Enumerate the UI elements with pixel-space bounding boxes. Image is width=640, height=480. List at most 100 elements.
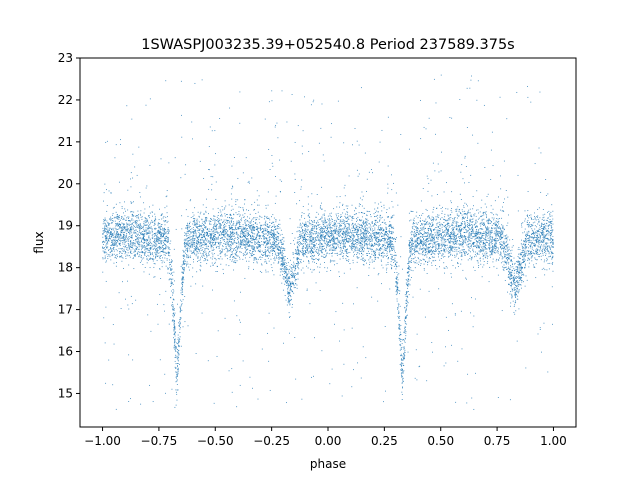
data-point [543,216,545,218]
data-point [281,180,283,182]
data-point [429,236,431,238]
data-point [419,220,421,222]
data-point [311,232,313,234]
data-point [459,193,461,195]
data-point [127,228,129,230]
data-point [289,332,290,334]
data-point [190,231,192,233]
data-point [148,236,150,238]
data-point [340,225,342,227]
data-point [306,242,308,243]
data-point [514,293,516,295]
data-point [524,246,526,248]
data-point [184,296,186,297]
data-point [424,224,426,226]
data-point [466,87,468,89]
data-point [181,277,183,279]
data-point [307,247,309,249]
data-point [462,243,464,245]
data-point [243,253,245,255]
data-point [388,230,390,231]
data-point [254,208,255,210]
data-point [366,246,368,248]
data-point [335,246,337,248]
data-point [162,213,164,215]
data-point [517,271,519,273]
data-point [366,214,368,216]
data-point [428,260,430,262]
data-point [281,246,283,248]
data-point [506,258,508,259]
data-point [537,230,539,232]
data-point [524,243,526,245]
data-point [449,252,451,254]
data-point [431,256,433,258]
data-point [135,235,136,237]
data-point [238,240,240,242]
data-point [466,402,468,404]
data-point [537,218,539,220]
data-point [124,237,126,239]
data-point [238,211,240,213]
data-point [389,249,390,251]
data-point [186,244,187,246]
data-point [479,243,481,245]
data-point [523,258,525,260]
data-point [368,275,370,276]
data-point [198,260,200,261]
data-point [146,244,148,246]
data-point [470,259,472,261]
data-point [488,281,490,283]
data-point [236,255,238,257]
data-point [309,234,311,235]
data-point [512,300,514,302]
data-point [408,294,410,296]
data-point [382,221,384,223]
data-point [282,258,284,260]
data-point [335,224,337,226]
data-point [157,230,159,232]
data-point [121,255,123,257]
data-point [269,169,271,170]
data-point [177,350,179,352]
data-point [402,346,404,348]
data-point [331,227,332,229]
data-point [448,235,450,236]
data-point [346,240,347,242]
data-point [343,227,345,229]
data-point [185,227,187,229]
data-point [390,233,392,235]
data-point [279,227,281,229]
data-point [470,251,471,253]
data-point [389,288,391,290]
data-point [254,239,256,240]
data-point [113,250,115,252]
data-point [375,210,377,212]
data-point [481,250,482,252]
data-point [370,245,372,247]
data-point [179,318,181,320]
data-point [242,216,244,218]
data-point [152,260,154,262]
data-point [522,273,524,275]
data-point [444,234,446,236]
data-point [201,231,203,233]
data-point [401,338,403,340]
data-point [461,214,463,216]
data-point [157,251,158,253]
data-point [266,230,268,232]
data-point [241,231,243,232]
data-point [169,262,170,264]
data-point [546,250,548,252]
data-point [289,317,290,318]
data-point [213,224,215,226]
data-point [268,232,270,234]
data-point [291,233,293,234]
data-point [518,271,520,273]
data-point [533,232,534,234]
data-point [201,312,203,314]
data-point [540,241,542,243]
data-point [401,393,403,395]
data-point [386,255,388,256]
data-point [383,219,385,221]
